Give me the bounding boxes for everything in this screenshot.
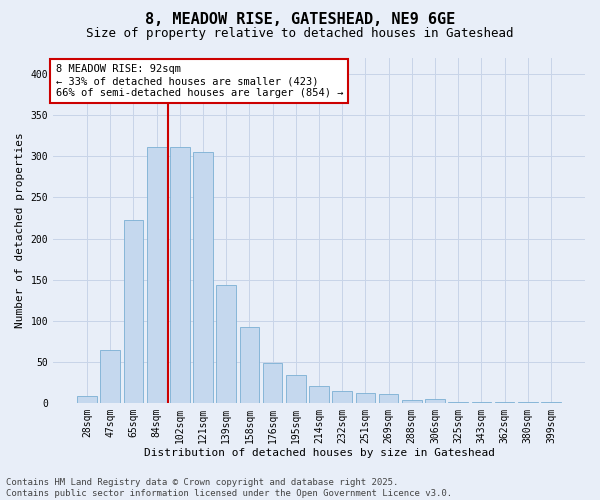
X-axis label: Distribution of detached houses by size in Gateshead: Distribution of detached houses by size … xyxy=(143,448,494,458)
Bar xyxy=(147,147,167,403)
Bar xyxy=(170,147,190,403)
Bar xyxy=(518,402,538,403)
Bar xyxy=(402,400,422,403)
Text: Size of property relative to detached houses in Gateshead: Size of property relative to detached ho… xyxy=(86,28,514,40)
Y-axis label: Number of detached properties: Number of detached properties xyxy=(15,132,25,328)
Bar xyxy=(379,394,398,403)
Bar xyxy=(448,402,468,403)
Bar xyxy=(472,402,491,403)
Bar xyxy=(100,350,120,403)
Bar xyxy=(77,396,97,403)
Text: 8, MEADOW RISE, GATESHEAD, NE9 6GE: 8, MEADOW RISE, GATESHEAD, NE9 6GE xyxy=(145,12,455,28)
Bar xyxy=(263,363,283,403)
Text: Contains HM Land Registry data © Crown copyright and database right 2025.
Contai: Contains HM Land Registry data © Crown c… xyxy=(6,478,452,498)
Bar xyxy=(124,220,143,403)
Bar xyxy=(495,402,514,403)
Text: 8 MEADOW RISE: 92sqm
← 33% of detached houses are smaller (423)
66% of semi-deta: 8 MEADOW RISE: 92sqm ← 33% of detached h… xyxy=(56,64,343,98)
Bar xyxy=(309,386,329,403)
Bar xyxy=(425,399,445,403)
Bar xyxy=(239,326,259,403)
Bar xyxy=(217,284,236,403)
Bar xyxy=(193,152,213,403)
Bar xyxy=(541,402,561,403)
Bar xyxy=(286,375,305,403)
Bar xyxy=(356,394,375,403)
Bar xyxy=(332,391,352,403)
